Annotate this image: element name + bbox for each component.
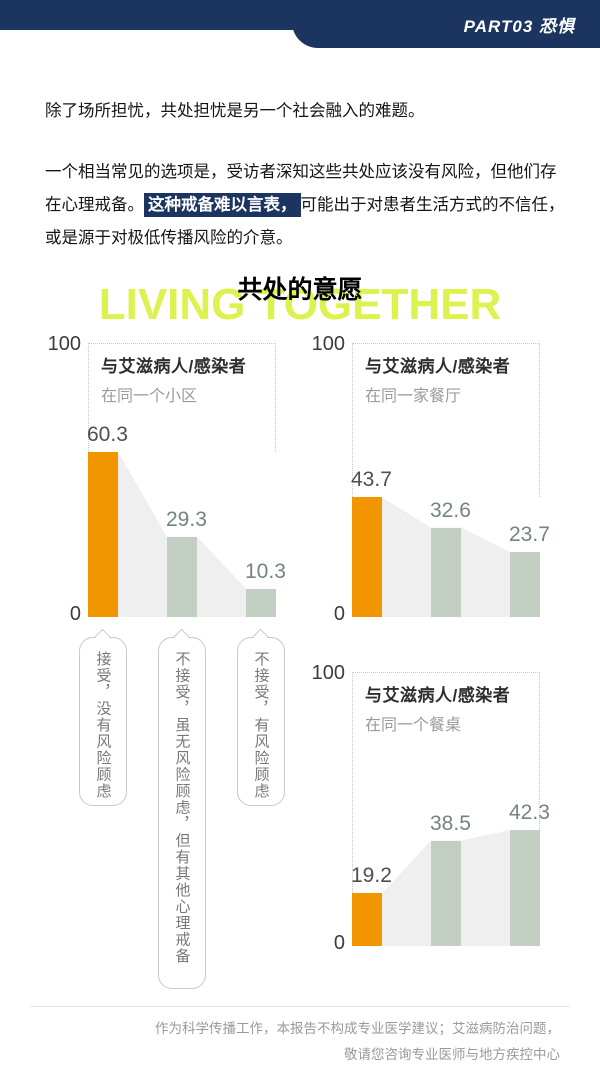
footer-line-2: 敬请您咨询专业医师与地方疾控中心: [344, 1047, 560, 1062]
category-bubble-reject-risk: 不接受，有风险顾虑: [237, 628, 285, 806]
footer-line-1: 作为科学传播工作，本报告不构成专业医学建议；艾滋病防治问题，: [155, 1021, 560, 1036]
footer-divider: [30, 1006, 570, 1007]
body-text-before: 一个相当常见的选项是，受访者深知这些共处应该没有风险，但他们存在心理戒备。: [45, 163, 557, 214]
chart-same-neighborhood: 100 0 与艾滋病人/感染者 在同一个小区 60.3 29.3 10.3: [48, 333, 286, 625]
bar: [167, 536, 197, 617]
chart-subtitle: 在同一个餐桌: [365, 717, 462, 734]
body-paragraph: 一个相当常见的选项是，受访者深知这些共处应该没有风险，但他们存在心理戒备。 这种戒…: [45, 156, 567, 255]
chart-plot-area: 100 0 与艾滋病人/感染者 在同一家餐厅 43.7 32.6 23.7: [312, 333, 550, 625]
y-axis-max-label: 100: [311, 333, 345, 355]
dotted-border-top: [352, 343, 540, 344]
chart-title: 与艾滋病人/感染者: [365, 357, 511, 376]
bubble-pointer: [173, 628, 190, 645]
chart-same-table: 100 0 与艾滋病人/感染者 在同一个餐桌 19.2 38.5 42.3: [312, 662, 550, 954]
bar: [510, 552, 540, 617]
area-fill-shape: [88, 451, 276, 617]
bar: [431, 840, 461, 946]
body-text-after: 可能出于对患者生活方式的不信任，或是源于对极低传播风险的介意。: [45, 196, 565, 247]
header-extension: [292, 0, 600, 48]
y-axis-min-label: 0: [333, 603, 345, 625]
chart-title: 与艾滋病人/感染者: [365, 686, 511, 705]
bar: [352, 893, 382, 946]
chart-plot-area: 100 0 与艾滋病人/感染者 在同一个餐桌 19.2 38.5 42.3: [312, 662, 550, 954]
dotted-border-top: [352, 672, 540, 673]
dotted-border-right: [539, 343, 540, 498]
chart-plot-area: 100 0 与艾滋病人/感染者 在同一个小区 60.3 29.3 10.3: [48, 333, 286, 625]
bar: [88, 451, 118, 617]
category-label: 不接受，虽无风险顾虑，但有其他心理戒备: [173, 651, 191, 965]
dotted-border-right: [275, 343, 276, 452]
bar-value-label: 10.3: [245, 559, 286, 583]
y-axis-max-label: 100: [47, 333, 81, 355]
section-title: LIVING TOGETHER 共处的意愿: [0, 266, 600, 340]
bar-value-label: 32.6: [430, 498, 471, 522]
bubble-pointer: [252, 628, 269, 645]
highlighted-text: 这种戒备难以言表，: [144, 193, 301, 217]
dotted-border-left: [352, 672, 353, 894]
dotted-border-top: [88, 343, 276, 344]
y-axis-min-label: 0: [333, 932, 345, 954]
section-title-chinese: 共处的意愿: [237, 276, 363, 304]
dotted-border-left: [352, 343, 353, 498]
bar-value-label: 38.5: [430, 811, 471, 835]
bar: [431, 527, 461, 617]
bar: [246, 588, 276, 617]
category-bubble-accept: 接受，没有风险顾虑: [79, 628, 127, 806]
bar-value-label: 42.3: [509, 801, 550, 825]
y-axis-min-label: 0: [69, 603, 81, 625]
part-label: PART03 恐惧: [463, 16, 575, 36]
section-title-english: LIVING TOGETHER: [98, 280, 502, 329]
category-label: 不接受，有风险顾虑: [252, 651, 270, 800]
intro-paragraph: 除了场所担忧，共处担忧是另一个社会融入的难题。: [45, 102, 425, 120]
bubble-pointer: [94, 628, 111, 645]
dotted-border-right: [539, 672, 540, 831]
page-header: PART03 恐惧: [0, 0, 600, 48]
chart-subtitle: 在同一个小区: [101, 388, 198, 405]
footer-disclaimer: 作为科学传播工作，本报告不构成专业医学建议；艾滋病防治问题， 敬请您咨询专业医师…: [80, 1016, 560, 1068]
bar-value-label: 43.7: [351, 468, 392, 492]
bar-value-label: 23.7: [509, 523, 550, 547]
bar-value-label: 29.3: [166, 507, 207, 531]
dotted-border-left: [88, 343, 89, 452]
chart-subtitle: 在同一家餐厅: [365, 388, 462, 405]
bar: [510, 830, 540, 946]
chart-header: 与艾滋病人/感染者 在同一家餐厅: [365, 352, 510, 406]
chart-header: 与艾滋病人/感染者 在同一个小区: [101, 352, 246, 406]
chart-same-restaurant: 100 0 与艾滋病人/感染者 在同一家餐厅 43.7 32.6 23.7: [312, 333, 550, 625]
bar-value-label: 60.3: [87, 422, 128, 446]
category-label: 接受，没有风险顾虑: [94, 651, 112, 800]
bar-value-label: 19.2: [351, 864, 392, 888]
chart-title: 与艾滋病人/感染者: [101, 357, 247, 376]
y-axis-max-label: 100: [311, 662, 345, 684]
category-bubble-reject-no-risk: 不接受，虽无风险顾虑，但有其他心理戒备: [158, 628, 206, 989]
bar: [352, 497, 382, 617]
chart-header: 与艾滋病人/感染者 在同一个餐桌: [365, 681, 510, 735]
